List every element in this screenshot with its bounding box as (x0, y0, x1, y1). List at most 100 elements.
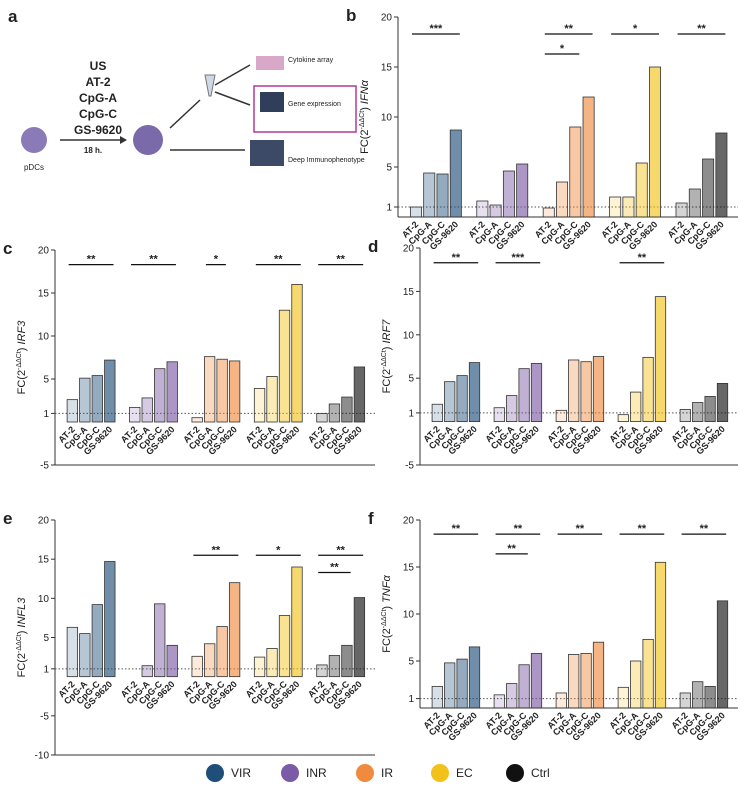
time-label: 18 h. (84, 146, 102, 155)
condition: CpG-C (79, 107, 117, 121)
bar (291, 283, 303, 423)
instrument-icon (260, 92, 284, 112)
cell-icon (21, 127, 47, 153)
bar (456, 375, 468, 423)
bar (649, 66, 661, 218)
y-tick-label: -10 (35, 751, 50, 762)
y-label-part: ) (16, 631, 28, 635)
significance-label: *** (511, 252, 525, 264)
bar (328, 403, 341, 423)
y-tick-label: 20 (403, 244, 415, 255)
y-tick-label: 1 (43, 409, 49, 420)
legend-swatch (431, 764, 449, 782)
bar (635, 162, 648, 218)
y-tick-label: 5 (408, 657, 414, 668)
bar (91, 375, 103, 423)
y-label-part: -ΔΔCt (381, 610, 388, 629)
y-tick-label: 15 (403, 563, 415, 574)
bar (580, 361, 592, 423)
bar (341, 396, 353, 423)
bar (518, 664, 530, 709)
y-label-part: FC(2 (381, 628, 393, 652)
y-tick-label: -5 (40, 461, 49, 472)
bar (502, 170, 515, 218)
condition: AT-2 (85, 75, 110, 89)
bar (154, 368, 166, 423)
bar (431, 685, 443, 709)
bar (91, 604, 103, 678)
bar (191, 417, 203, 423)
y-tick-label: 10 (403, 330, 415, 341)
significance-label: ** (507, 543, 516, 555)
y-label-part: ) (16, 348, 28, 352)
bar (679, 692, 691, 709)
condition: CpG-A (79, 91, 117, 105)
y-tick-label: 10 (38, 594, 50, 605)
condition: US (90, 59, 107, 73)
bar (555, 692, 567, 709)
bar (476, 200, 489, 218)
bar (444, 662, 456, 709)
significance-label: * (560, 43, 565, 55)
y-label-part: -ΔΔCt (16, 634, 23, 653)
bar (716, 383, 729, 422)
bar (555, 409, 567, 423)
panel-letter: f (368, 509, 374, 528)
bar (617, 686, 629, 709)
bar (580, 653, 592, 709)
significance-label: ** (638, 252, 647, 264)
y-tick-label: 5 (43, 633, 49, 644)
y-label-part: IFNα (359, 79, 371, 104)
y-tick-label: 20 (38, 516, 50, 527)
bar (642, 638, 654, 709)
arrow (214, 91, 251, 106)
bar (556, 181, 569, 218)
y-label-part: INFL3 (16, 597, 28, 628)
arrow (169, 99, 201, 129)
significance-label: ** (149, 254, 158, 266)
bar (468, 646, 481, 709)
bar (228, 360, 241, 423)
y-label-part: FC(2 (381, 369, 393, 393)
bar (622, 196, 635, 218)
y-tick-label: 5 (43, 375, 49, 386)
bar (688, 188, 701, 218)
bar (353, 597, 366, 678)
panel-letter: c (3, 239, 12, 258)
array-icon (256, 56, 284, 70)
y-tick-label: -5 (405, 461, 414, 472)
bar (702, 158, 715, 218)
y-tick-label: 15 (38, 289, 50, 300)
significance-label: ** (87, 254, 96, 266)
bar (449, 129, 462, 218)
bar (692, 402, 704, 422)
bar (630, 660, 642, 709)
y-tick-label: 15 (381, 63, 393, 74)
bar (341, 644, 353, 678)
bar (216, 626, 228, 678)
significance-label: ** (452, 523, 461, 535)
bar (704, 685, 716, 709)
y-tick-label: 1 (408, 694, 414, 705)
panel-letter: b (346, 6, 356, 25)
y-label-part: -ΔΔCt (16, 351, 23, 370)
significance-label: ** (336, 254, 345, 266)
y-tick-label: 1 (386, 203, 392, 214)
bar (166, 644, 178, 678)
bar (493, 694, 505, 709)
y-tick-label: 5 (386, 163, 392, 174)
bar (316, 664, 328, 678)
legend-swatch (206, 764, 224, 782)
bar (166, 361, 178, 423)
bar (592, 356, 605, 422)
bar (518, 368, 530, 423)
y-tick-label: 15 (38, 555, 50, 566)
y-axis-label: FC(2-ΔΔCt) INFL3 (16, 597, 28, 678)
y-label-part: -ΔΔCt (359, 111, 366, 130)
bar (679, 409, 691, 422)
highlight-box (253, 85, 357, 133)
bar (715, 132, 728, 218)
bar (704, 396, 716, 423)
bar (291, 566, 303, 678)
bar (642, 356, 654, 423)
